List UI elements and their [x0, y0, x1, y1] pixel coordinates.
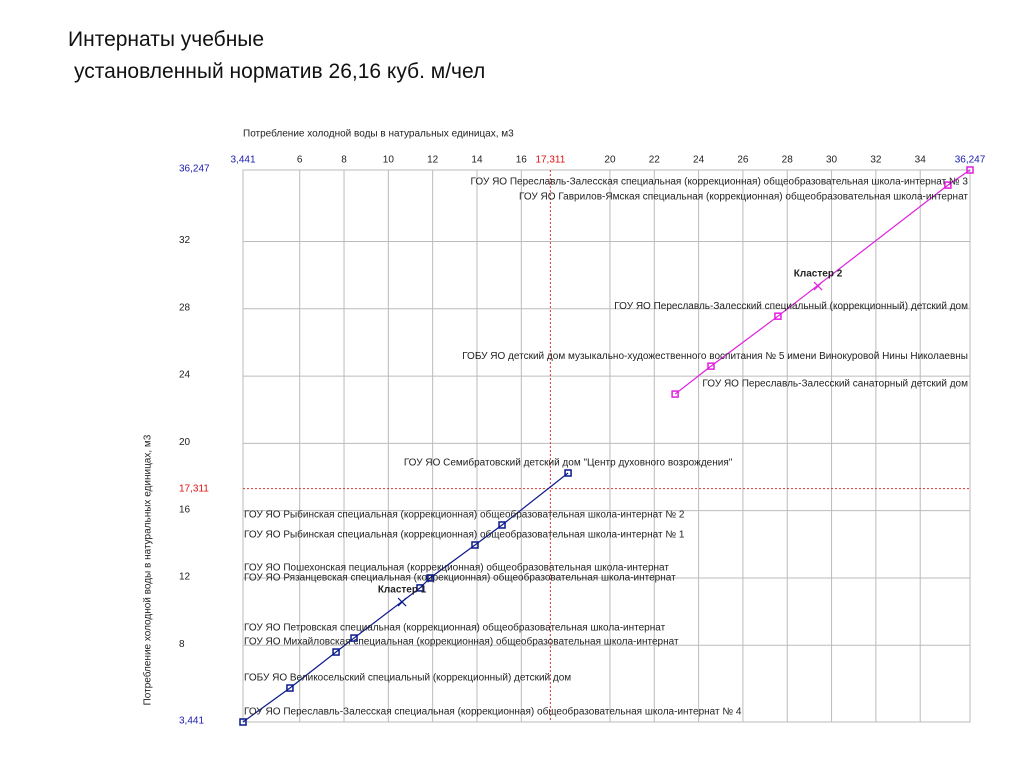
data-point: [774, 312, 782, 320]
point-label: ГОУ ЯО Пошехонская пециальная (коррекцио…: [244, 562, 669, 574]
chart-title: Потребление холодной воды в натуральных …: [243, 128, 514, 140]
y-tick-label: 20: [179, 437, 191, 448]
x-tick-label: 8: [341, 155, 347, 166]
x-tick-label: 32: [870, 155, 882, 166]
point-label: ГОУ ЯО Переславль-Залесская специальная …: [471, 176, 969, 188]
cluster-center: [397, 597, 407, 607]
point-label: ГОУ ЯО Переславль-Залесский санаторный д…: [702, 379, 968, 390]
x-tick-label: 14: [471, 155, 483, 166]
cluster-center: [813, 281, 823, 291]
point-label: ГОУ ЯО Гаврилов-Ямская специальная (корр…: [519, 191, 968, 203]
y-tick-label: 3,441: [179, 716, 204, 727]
point-label: ГОУ ЯО Петровская специальная (коррекцио…: [244, 622, 666, 634]
reference-label: 17,311: [179, 483, 209, 494]
series-line: [674, 169, 971, 395]
data-point: [239, 718, 247, 726]
data-point: [426, 574, 434, 582]
x-tick-label: 20: [604, 155, 616, 166]
data-point: [332, 648, 340, 656]
x-tick-label: 26: [737, 155, 749, 166]
data-point: [498, 521, 506, 529]
cluster-label: Кластер 2: [794, 269, 843, 280]
x-tick-label: 12: [427, 155, 439, 166]
x-tick-label: 24: [693, 155, 705, 166]
y-tick-label: 8: [179, 639, 185, 650]
x-tick-label: 36,247: [955, 155, 986, 166]
data-point: [564, 469, 572, 477]
x-tick-label: 3,441: [230, 155, 255, 166]
point-label: ГОУ ЯО Михайловская специальная (коррекц…: [244, 636, 679, 648]
title-line: Интернаты учебные: [68, 28, 264, 51]
series-line: [242, 472, 569, 723]
x-tick-label: 28: [782, 155, 794, 166]
x-tick-label: 6: [297, 155, 303, 166]
y-tick-label: 16: [179, 504, 191, 515]
data-point: [350, 634, 358, 642]
reference-label: 17,311: [535, 155, 565, 166]
x-tick-label: 30: [826, 155, 838, 166]
x-tick-label: 34: [915, 155, 927, 166]
data-point: [707, 362, 715, 370]
data-point: [966, 166, 974, 174]
point-label: ГОУ ЯО Семибратовский детский дом "Центр…: [404, 457, 733, 469]
point-label: ГОБУ ЯО детский дом музыкально-художеств…: [462, 351, 968, 362]
point-label: ГОУ ЯО Рыбинская специальная (коррекцион…: [244, 509, 685, 521]
x-tick-label: 10: [383, 155, 395, 166]
data-point: [286, 684, 294, 692]
x-tick-label: 22: [649, 155, 661, 166]
cluster-label: Кластер 1: [378, 585, 427, 596]
y-axis-label: Потребление холодной воды в натуральных …: [142, 434, 154, 705]
y-tick-label: 36,247: [179, 164, 210, 175]
point-label: ГОУ ЯО Переславль-Залесская специальная …: [244, 706, 742, 718]
y-tick-label: 28: [179, 302, 191, 313]
point-label: ГОУ ЯО Рыбинская специальная (коррекцион…: [244, 529, 685, 541]
y-tick-label: 24: [179, 370, 191, 381]
data-point: [416, 584, 424, 592]
data-point: [671, 390, 679, 398]
data-point: [471, 541, 479, 549]
title-line: установленный норматив 26,16 куб. м/чел: [74, 60, 485, 83]
y-tick-label: 32: [179, 235, 191, 246]
point-label: ГОУ ЯО Переславль-Залесский специальный …: [614, 301, 968, 312]
y-tick-label: 12: [179, 572, 191, 583]
data-point: [944, 181, 952, 189]
x-tick-label: 16: [516, 155, 528, 166]
point-label: ГОБУ ЯО Великосельский специальный (корр…: [244, 673, 571, 684]
point-label: ГОУ ЯО Рязанцевская специальная (коррекц…: [244, 572, 676, 584]
